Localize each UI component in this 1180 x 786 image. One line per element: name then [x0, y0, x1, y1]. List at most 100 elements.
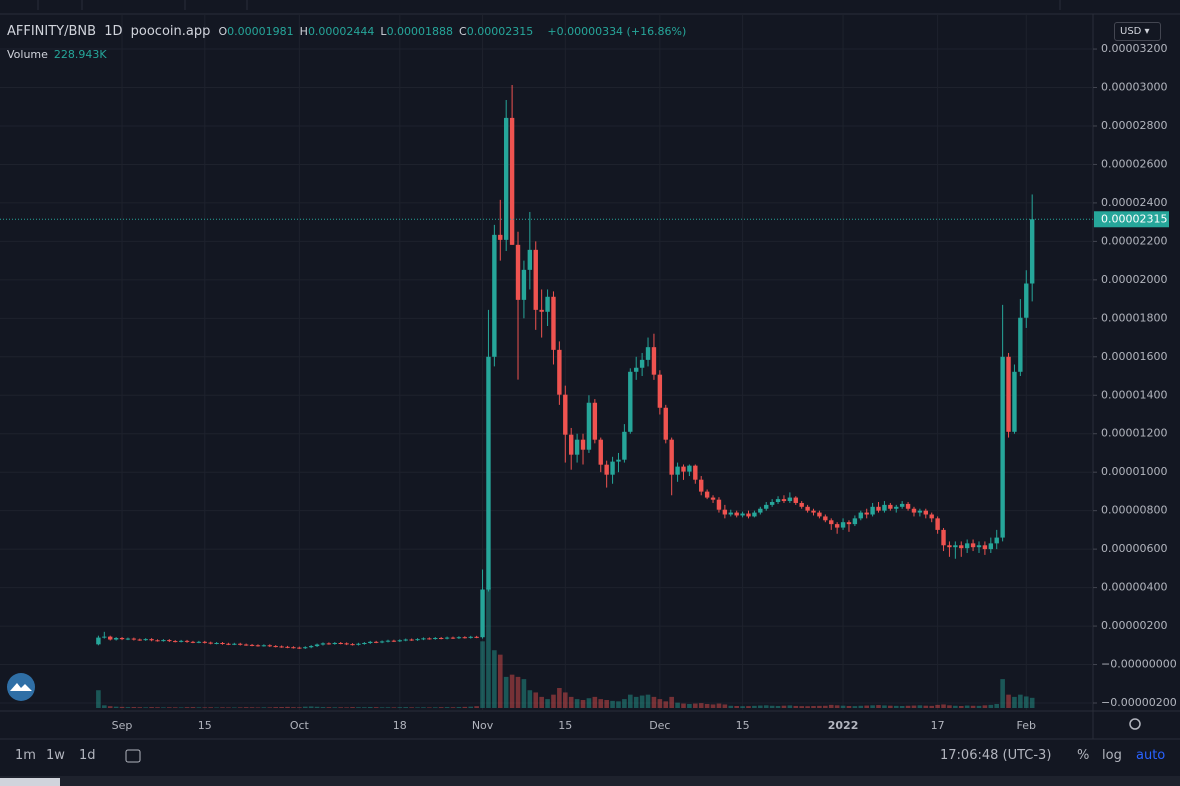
candle-body [533, 249, 538, 310]
candle-body [941, 529, 946, 546]
volume-bar [669, 696, 674, 708]
candle-body [326, 643, 332, 645]
volume-bar [338, 707, 344, 708]
volume-bar [107, 706, 113, 708]
candle-body [917, 510, 923, 513]
candle-body [137, 639, 142, 641]
ohlc: O0.00001981 H0.00002444 L0.00001888 C0.0000… [219, 24, 540, 39]
volume-bar [243, 707, 249, 708]
x-tick-label: Sep [112, 719, 133, 732]
candle-body [1024, 283, 1029, 318]
x-tick-label: 2022 [828, 719, 859, 732]
volume-bar [403, 707, 409, 708]
source: poocoin.app [130, 24, 211, 39]
candle-body [173, 641, 178, 643]
y-tick-label: 0.00000600 [1101, 542, 1167, 555]
candle-body [758, 508, 763, 513]
volume-bar [663, 701, 669, 708]
volume-bar [787, 705, 793, 708]
candle-body [433, 637, 438, 639]
candle-body [882, 504, 887, 511]
candle-body [421, 638, 426, 640]
candle-body [805, 506, 810, 511]
log-button[interactable]: log [1102, 748, 1122, 763]
volume-bar [628, 694, 633, 708]
volume-title: Volume [7, 48, 48, 61]
calendar-icon[interactable] [125, 749, 141, 763]
candle-body [840, 522, 846, 528]
y-tick-label: 0.00001000 [1101, 465, 1167, 478]
candle-body [261, 645, 267, 647]
candle-body [291, 647, 296, 649]
volume-bar [521, 679, 527, 708]
candle-body [285, 646, 290, 648]
candle-body [456, 637, 462, 639]
candle-body [982, 545, 988, 550]
settings-icon[interactable] [1129, 718, 1141, 730]
candle-body [320, 643, 326, 645]
range-button[interactable]: 1w [46, 748, 65, 763]
range-button[interactable]: 1d [79, 748, 96, 763]
candle-body [823, 516, 828, 521]
candle-body [657, 374, 663, 408]
range-button[interactable]: 1m [15, 748, 36, 763]
y-tick-label: 0.00000800 [1101, 504, 1167, 517]
volume-bar [852, 706, 858, 708]
candle-body [190, 641, 196, 643]
volume-bar [805, 706, 810, 708]
volume-bar [273, 707, 278, 708]
volume-bar [379, 707, 385, 708]
x-tick-label: 15 [558, 719, 572, 732]
candle-body [409, 639, 414, 641]
candle-body [675, 466, 680, 475]
candle-body [492, 234, 497, 357]
tab[interactable] [0, 778, 60, 786]
volume-bar [846, 706, 852, 708]
volume-bar [172, 707, 178, 708]
candle-body [444, 637, 450, 639]
logo-circle [7, 673, 35, 701]
volume-bar [367, 707, 373, 708]
candle-body [350, 644, 355, 646]
tab-strip [0, 776, 1180, 786]
volume-bar [693, 703, 698, 708]
legend-header: AFFINITY/BNB 1D poocoin.app O0.00001981 H… [7, 24, 692, 39]
volume-bar [421, 707, 426, 708]
candle-body [852, 518, 858, 525]
candle-body [368, 641, 373, 643]
interval: 1D [104, 24, 123, 39]
volume-bar [409, 707, 414, 708]
logo [7, 673, 35, 701]
candle-body [450, 637, 456, 639]
volume-bar [302, 706, 308, 708]
candle-body [480, 589, 485, 638]
percent-button[interactable]: % [1077, 748, 1090, 763]
volume-bar [131, 707, 137, 708]
volume-bar [1000, 679, 1005, 708]
y-tick-label: 0.00002400 [1101, 196, 1167, 209]
candle-body [923, 510, 928, 515]
candle-body [226, 643, 231, 645]
volume-bar [1029, 697, 1035, 708]
ohlc-key: O [218, 25, 228, 38]
candle-body [362, 642, 367, 644]
volume-bar [255, 707, 261, 708]
candle-body [184, 640, 190, 642]
volume-bar [161, 707, 166, 708]
volume-bar [888, 705, 893, 708]
volume-bar [492, 650, 497, 708]
volume-bar [586, 698, 592, 708]
volume-bar [261, 707, 267, 708]
volume-bar [291, 707, 296, 708]
candle-body [734, 512, 739, 516]
volume-bar [657, 699, 663, 708]
y-tick-label: −0.00000200 [1101, 696, 1177, 709]
auto-button[interactable]: auto [1136, 748, 1166, 763]
candle-body [787, 497, 793, 502]
currency-select[interactable]: USD ▾ [1114, 22, 1161, 41]
volume-bar [1023, 696, 1029, 708]
candle-body [628, 371, 633, 432]
volume-bar [763, 705, 769, 708]
volume-bar [953, 705, 958, 708]
